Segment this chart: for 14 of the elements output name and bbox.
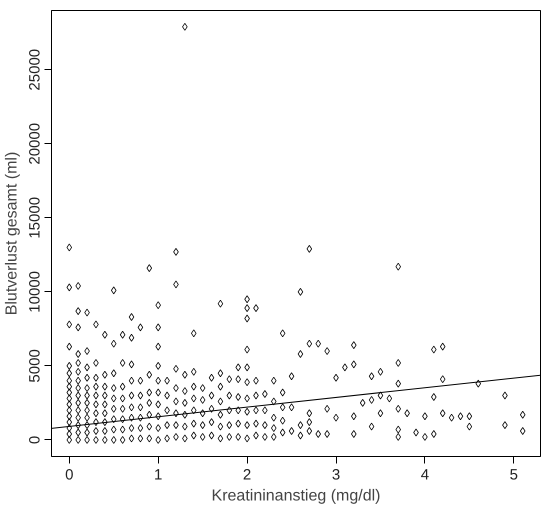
x-tick-label: 3 bbox=[332, 466, 340, 484]
x-tick-label: 1 bbox=[154, 466, 162, 484]
x-tick-label: 4 bbox=[420, 466, 430, 484]
x-tick-label: 2 bbox=[242, 466, 252, 484]
x-tick-label: 5 bbox=[510, 466, 518, 484]
y-axis-title: Blutverlust gesamt (ml) bbox=[4, 152, 20, 316]
x-tick-label: 0 bbox=[65, 466, 74, 484]
x-axis-title: Kreatininanstieg (mg/dl) bbox=[212, 488, 380, 504]
y-tick-label: 0 bbox=[26, 436, 44, 444]
y-tick-label: 25000 bbox=[26, 48, 44, 91]
y-tick-label: 15000 bbox=[26, 196, 44, 239]
y-tick-label: 10000 bbox=[26, 270, 44, 313]
y-tick-label: 5000 bbox=[26, 349, 44, 383]
y-tick-label: 20000 bbox=[26, 122, 44, 165]
